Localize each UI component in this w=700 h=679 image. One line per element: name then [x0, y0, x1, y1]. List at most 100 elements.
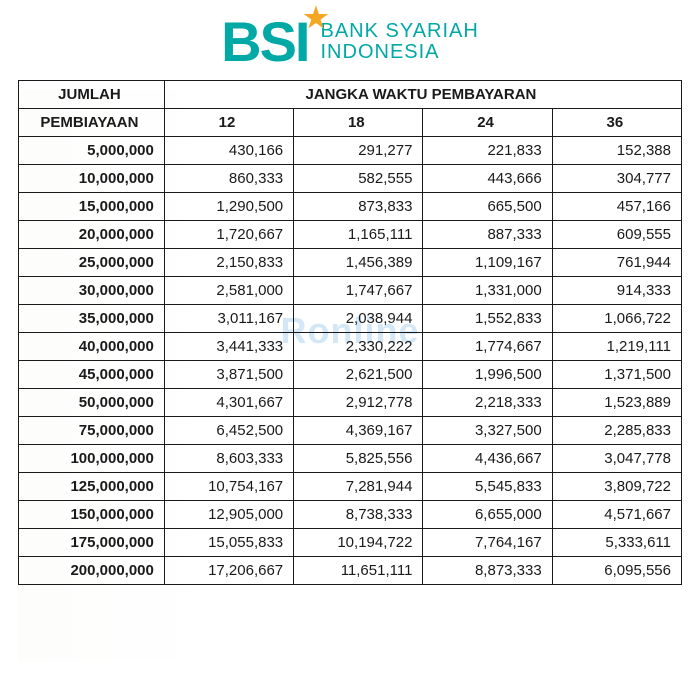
- cell-value: 1,219,111: [552, 333, 681, 361]
- cell-value: 3,809,722: [552, 473, 681, 501]
- cell-value: 1,109,167: [423, 249, 552, 277]
- cell-value: 887,333: [423, 221, 552, 249]
- cell-value: 761,944: [552, 249, 681, 277]
- cell-value: 1,165,111: [294, 221, 423, 249]
- table-row: 10,000,000860,333582,555443,666304,777: [19, 165, 682, 193]
- cell-value: 1,552,833: [423, 305, 552, 333]
- cell-value: 3,871,500: [164, 361, 293, 389]
- table-row: 150,000,00012,905,0008,738,3336,655,0004…: [19, 501, 682, 529]
- cell-value: 1,720,667: [164, 221, 293, 249]
- cell-amount: 40,000,000: [19, 333, 165, 361]
- cell-value: 2,150,833: [164, 249, 293, 277]
- table-row: 100,000,0008,603,3335,825,5564,436,6673,…: [19, 445, 682, 473]
- cell-value: 5,545,833: [423, 473, 552, 501]
- cell-value: 4,301,667: [164, 389, 293, 417]
- cell-value: 609,555: [552, 221, 681, 249]
- cell-value: 4,571,667: [552, 501, 681, 529]
- cell-value: 6,452,500: [164, 417, 293, 445]
- header-jangka-waktu: JANGKA WAKTU PEMBAYARAN: [164, 81, 681, 109]
- cell-value: 7,764,167: [423, 529, 552, 557]
- logo-abbrev: BSI ★: [221, 14, 308, 70]
- cell-value: 11,651,111: [294, 557, 423, 585]
- cell-value: 2,218,333: [423, 389, 552, 417]
- table-head: JUMLAH JANGKA WAKTU PEMBAYARAN PEMBIAYAA…: [19, 81, 682, 137]
- cell-value: 582,555: [294, 165, 423, 193]
- logo-line2: INDONESIA: [321, 42, 479, 63]
- cell-value: 304,777: [552, 165, 681, 193]
- logo-line1: BANK SYARIAH: [321, 21, 479, 42]
- cell-value: 6,655,000: [423, 501, 552, 529]
- cell-value: 1,523,889: [552, 389, 681, 417]
- table-row: 50,000,0004,301,6672,912,7782,218,3331,5…: [19, 389, 682, 417]
- table-row: 20,000,0001,720,6671,165,111887,333609,5…: [19, 221, 682, 249]
- cell-value: 1,371,500: [552, 361, 681, 389]
- cell-value: 3,011,167: [164, 305, 293, 333]
- header-jumlah: JUMLAH: [19, 81, 165, 109]
- cell-amount: 150,000,000: [19, 501, 165, 529]
- header-period-36: 36: [552, 109, 681, 137]
- cell-value: 8,603,333: [164, 445, 293, 473]
- cell-value: 3,327,500: [423, 417, 552, 445]
- table-row: 200,000,00017,206,66711,651,1118,873,333…: [19, 557, 682, 585]
- logo-header: BSI ★ BANK SYARIAH INDONESIA: [0, 0, 700, 80]
- cell-value: 2,285,833: [552, 417, 681, 445]
- cell-value: 10,754,167: [164, 473, 293, 501]
- cell-amount: 10,000,000: [19, 165, 165, 193]
- cell-value: 4,369,167: [294, 417, 423, 445]
- cell-value: 2,330,222: [294, 333, 423, 361]
- cell-amount: 30,000,000: [19, 277, 165, 305]
- cell-value: 1,747,667: [294, 277, 423, 305]
- table-body: 5,000,000430,166291,277221,833152,38810,…: [19, 137, 682, 585]
- cell-value: 443,666: [423, 165, 552, 193]
- table-row: 45,000,0003,871,5002,621,5001,996,5001,3…: [19, 361, 682, 389]
- table-row: 75,000,0006,452,5004,369,1673,327,5002,2…: [19, 417, 682, 445]
- cell-value: 430,166: [164, 137, 293, 165]
- cell-value: 8,738,333: [294, 501, 423, 529]
- cell-amount: 75,000,000: [19, 417, 165, 445]
- cell-value: 6,095,556: [552, 557, 681, 585]
- cell-amount: 35,000,000: [19, 305, 165, 333]
- financing-table-container: JUMLAH JANGKA WAKTU PEMBAYARAN PEMBIAYAA…: [0, 80, 700, 585]
- cell-value: 860,333: [164, 165, 293, 193]
- cell-amount: 50,000,000: [19, 389, 165, 417]
- cell-value: 1,290,500: [164, 193, 293, 221]
- financing-table: JUMLAH JANGKA WAKTU PEMBAYARAN PEMBIAYAA…: [18, 80, 682, 585]
- cell-amount: 20,000,000: [19, 221, 165, 249]
- cell-amount: 200,000,000: [19, 557, 165, 585]
- logo-abbrev-text: BSI: [221, 10, 308, 73]
- cell-value: 152,388: [552, 137, 681, 165]
- cell-value: 5,333,611: [552, 529, 681, 557]
- table-row: 30,000,0002,581,0001,747,6671,331,000914…: [19, 277, 682, 305]
- cell-amount: 100,000,000: [19, 445, 165, 473]
- cell-amount: 175,000,000: [19, 529, 165, 557]
- table-row: 175,000,00015,055,83310,194,7227,764,167…: [19, 529, 682, 557]
- header-period-18: 18: [294, 109, 423, 137]
- cell-value: 2,912,778: [294, 389, 423, 417]
- cell-value: 1,774,667: [423, 333, 552, 361]
- cell-value: 10,194,722: [294, 529, 423, 557]
- cell-value: 12,905,000: [164, 501, 293, 529]
- cell-value: 665,500: [423, 193, 552, 221]
- cell-value: 914,333: [552, 277, 681, 305]
- table-row: 125,000,00010,754,1677,281,9445,545,8333…: [19, 473, 682, 501]
- cell-amount: 15,000,000: [19, 193, 165, 221]
- table-row: 35,000,0003,011,1672,038,9441,552,8331,0…: [19, 305, 682, 333]
- cell-value: 1,456,389: [294, 249, 423, 277]
- cell-amount: 5,000,000: [19, 137, 165, 165]
- table-row: 40,000,0003,441,3332,330,2221,774,6671,2…: [19, 333, 682, 361]
- table-row: 15,000,0001,290,500873,833665,500457,166: [19, 193, 682, 221]
- header-period-12: 12: [164, 109, 293, 137]
- cell-value: 7,281,944: [294, 473, 423, 501]
- logo-fullname: BANK SYARIAH INDONESIA: [321, 21, 479, 63]
- cell-amount: 25,000,000: [19, 249, 165, 277]
- header-pembiayaan: PEMBIAYAAN: [19, 109, 165, 137]
- cell-value: 1,331,000: [423, 277, 552, 305]
- cell-value: 3,441,333: [164, 333, 293, 361]
- cell-value: 873,833: [294, 193, 423, 221]
- header-period-24: 24: [423, 109, 552, 137]
- cell-value: 2,621,500: [294, 361, 423, 389]
- cell-value: 8,873,333: [423, 557, 552, 585]
- cell-value: 3,047,778: [552, 445, 681, 473]
- cell-amount: 45,000,000: [19, 361, 165, 389]
- cell-value: 1,066,722: [552, 305, 681, 333]
